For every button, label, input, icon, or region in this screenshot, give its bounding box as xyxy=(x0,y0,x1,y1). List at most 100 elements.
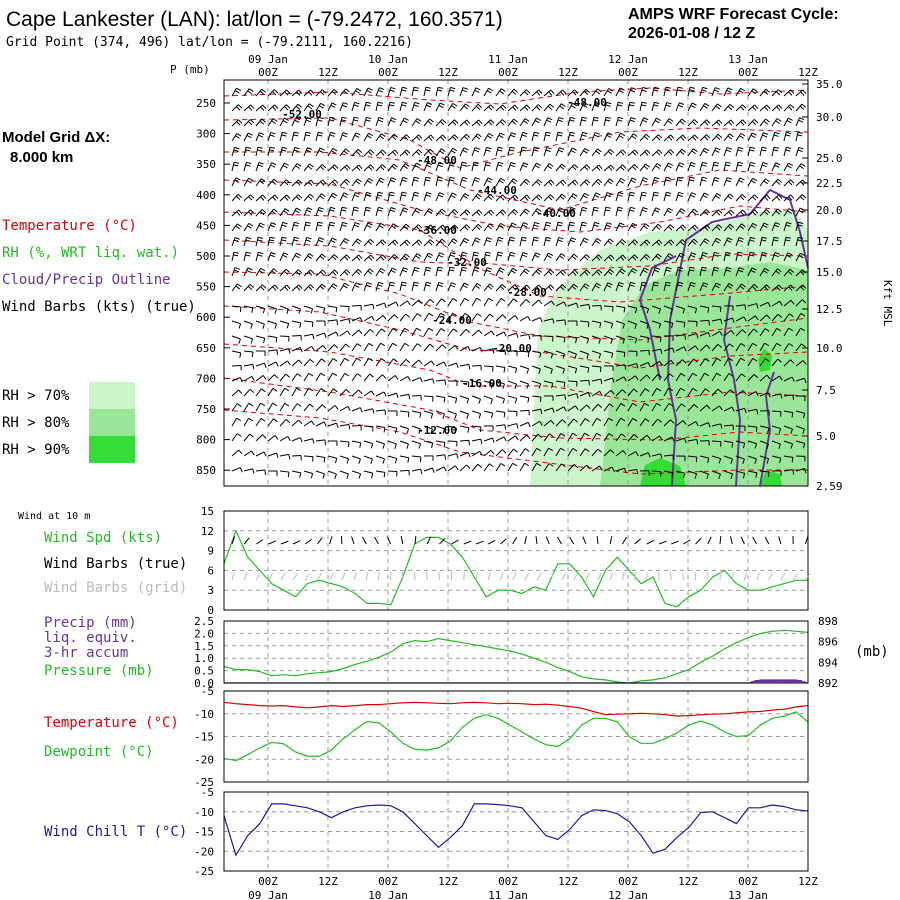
barb-flag-2 xyxy=(524,91,528,94)
wind-barb-408 xyxy=(520,209,530,216)
wind-barb-301 xyxy=(388,178,396,186)
barb-flag xyxy=(438,87,443,88)
barb-flag xyxy=(415,102,420,103)
barb-flag xyxy=(247,237,252,238)
wind-barb-681 xyxy=(340,306,349,312)
barb-flag xyxy=(263,375,266,379)
wind-barb-1209 xyxy=(340,471,348,479)
wind-barb-644 xyxy=(472,283,481,291)
barb-flag-2 xyxy=(489,122,492,126)
wind-barb-732 xyxy=(376,315,386,321)
chill-ytick-1: -10 xyxy=(194,806,214,819)
barb-staff xyxy=(412,254,417,261)
barb-flag xyxy=(657,164,661,167)
barb-staff xyxy=(436,362,444,366)
barb-staff xyxy=(544,147,547,156)
wind-barb-65 xyxy=(436,103,445,111)
barb-staff xyxy=(304,388,309,396)
barb-staff xyxy=(472,134,477,141)
barb-staff xyxy=(340,424,349,426)
barb-flag xyxy=(402,87,407,88)
chill-ytick-0: -5 xyxy=(201,786,214,799)
wind-barb-91 xyxy=(748,105,758,111)
barb-flag-2 xyxy=(450,90,455,91)
barb-flag-2 xyxy=(426,195,431,197)
barb-flag-2 xyxy=(437,180,442,181)
barb-flag xyxy=(378,192,383,193)
barb-staff xyxy=(556,117,559,126)
barb-flag-2 xyxy=(295,210,299,212)
wind-barb-974 xyxy=(400,394,410,399)
barb-staff xyxy=(436,253,440,261)
barb-flag xyxy=(285,403,289,406)
wind-barb-144 xyxy=(232,133,241,141)
barb-flag xyxy=(702,177,707,178)
barb-staff xyxy=(340,319,349,321)
barb-flag xyxy=(417,344,421,347)
barb-flag xyxy=(239,324,241,329)
wind-barb-729 xyxy=(340,319,350,324)
wind-barb-421 xyxy=(676,209,685,216)
barb-flag-2 xyxy=(764,181,768,184)
barb-staff xyxy=(268,163,272,171)
barb-flag xyxy=(300,473,301,478)
barb-flag-2 xyxy=(330,135,335,136)
bottom-date-label-1: 10 Jan xyxy=(368,889,408,900)
barb-staff xyxy=(364,304,373,306)
barb-flag-2 xyxy=(521,240,526,241)
barb-flag xyxy=(479,210,482,214)
barb-staff xyxy=(460,238,465,246)
barb-flag xyxy=(571,238,576,240)
barb-flag xyxy=(414,87,419,88)
wind-barb-22 xyxy=(496,89,505,96)
barb-staff xyxy=(448,103,453,111)
barb-staff xyxy=(328,284,333,291)
wind-barb-316 xyxy=(568,180,578,186)
barb-staff xyxy=(340,344,346,351)
barb-flag xyxy=(774,147,779,148)
wind-barb-63 xyxy=(412,102,419,111)
wind-barb-238 xyxy=(784,147,791,156)
barb-flag-2 xyxy=(644,136,648,139)
wind-barb-254 xyxy=(400,164,409,171)
wind-barb-868 xyxy=(280,361,290,366)
barb-flag xyxy=(366,207,371,208)
wind-barb-627 xyxy=(268,285,278,291)
barb-flag xyxy=(426,267,431,268)
barb-flag-2 xyxy=(461,165,466,166)
barb-flag-2 xyxy=(774,135,779,136)
wind-barb-913 xyxy=(244,376,254,381)
barb-staff xyxy=(316,471,325,474)
barb-flag xyxy=(237,418,241,421)
barb-staff xyxy=(640,118,644,126)
barb-flag xyxy=(322,254,326,257)
barb-flag-2 xyxy=(788,106,792,109)
wind-barb-442 xyxy=(352,223,360,231)
barb-flag xyxy=(261,389,265,392)
barb-flag xyxy=(419,360,422,364)
barb-flag xyxy=(439,193,444,195)
barb-staff xyxy=(352,344,357,351)
barb-flag xyxy=(502,450,506,454)
barb-flag xyxy=(563,180,566,184)
wind-barb-424 xyxy=(712,210,722,216)
wind-barb-30 xyxy=(592,89,601,96)
barb-flag xyxy=(404,208,409,210)
barb-staff xyxy=(292,222,294,231)
barb-flag-2 xyxy=(474,150,479,152)
wind-barb-323 xyxy=(652,177,659,186)
wind-barb-true-7 xyxy=(317,538,322,544)
wind-barb-true-2 xyxy=(256,540,263,544)
barb-flag xyxy=(432,443,433,448)
barb-flag-2 xyxy=(414,195,419,196)
barb-flag xyxy=(778,179,782,182)
barb-flag-2 xyxy=(235,91,239,94)
barb-flag xyxy=(527,195,530,199)
top-hour-label-0: 00Z xyxy=(258,66,278,79)
wind-barb-1175 xyxy=(508,449,518,456)
barb-staff xyxy=(616,133,621,141)
height-label-4: 20.0 xyxy=(816,204,843,217)
barb-flag xyxy=(382,240,386,244)
barb-flag xyxy=(286,419,290,422)
wind-barb-1063 xyxy=(316,422,326,426)
